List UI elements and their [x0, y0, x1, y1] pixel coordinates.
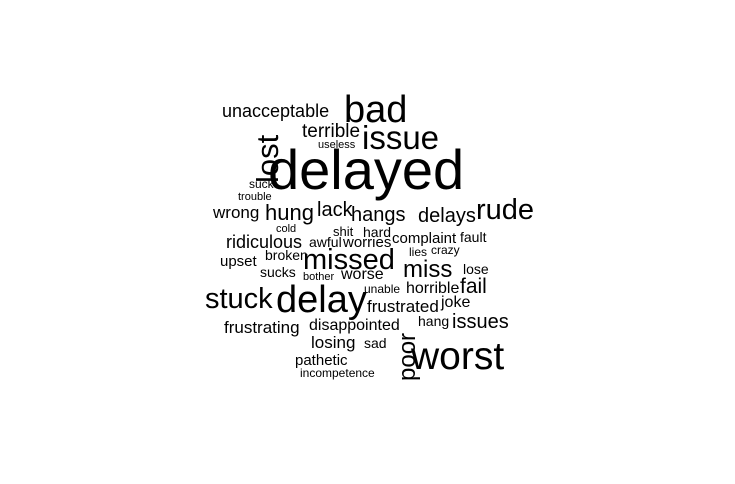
word-frustrating: frustrating	[224, 318, 300, 337]
word-complaint: complaint	[392, 230, 457, 247]
word-hung: hung	[265, 200, 314, 225]
word-hard: hard	[363, 224, 392, 240]
word-terrible: terrible	[302, 121, 361, 142]
word-issues: issues	[452, 311, 509, 333]
word-lies: lies	[409, 245, 428, 259]
word-worse: worse	[341, 266, 384, 283]
word-fault: fault	[460, 229, 487, 245]
word-missed: missed	[303, 244, 395, 276]
word-worst: worst	[411, 335, 505, 378]
word-fail: fail	[460, 275, 487, 298]
word-joke: joke	[441, 294, 471, 311]
word-horrible: horrible	[406, 280, 460, 297]
word-delays: delays	[418, 205, 476, 227]
word-hang: hang	[418, 313, 450, 329]
word-bother: bother	[303, 271, 335, 283]
word-lack: lack	[317, 199, 353, 221]
word-crazy: crazy	[431, 243, 460, 257]
word-disappointed: disappointed	[309, 317, 400, 334]
word-losing: losing	[311, 333, 356, 352]
word-incompetence: incompetence	[300, 366, 375, 380]
word-issue: issue	[362, 119, 440, 156]
word-delayed: delayed	[268, 138, 465, 201]
word-upset: upset	[220, 253, 257, 270]
word-wrong: wrong	[213, 203, 260, 222]
word-miss: miss	[403, 256, 453, 283]
word-sad: sad	[364, 335, 387, 351]
word-suck: suck	[249, 177, 274, 191]
word-pathetic: pathetic	[295, 352, 348, 369]
word-worries: worries	[343, 234, 392, 251]
word-trouble: trouble	[238, 191, 272, 203]
word-bad: bad	[344, 89, 408, 131]
word-ridiculous: ridiculous	[226, 232, 303, 252]
word-sucks: sucks	[260, 264, 296, 280]
word-useless: useless	[318, 139, 356, 151]
word-shit: shit	[333, 224, 354, 239]
word-rude: rude	[476, 194, 535, 226]
word-unable: unable	[364, 282, 401, 296]
word-lost: lost	[250, 134, 285, 183]
word-delay: delay	[276, 279, 367, 321]
word-hangs: hangs	[351, 204, 406, 226]
word-frustrated: frustrated	[367, 297, 439, 316]
word-stuck: stuck	[205, 283, 273, 315]
word-awful: awful	[309, 234, 342, 250]
word-lose: lose	[463, 261, 489, 277]
word-broken: broken	[265, 247, 308, 263]
word-cold: cold	[276, 223, 297, 235]
word-unacceptable: unacceptable	[222, 101, 330, 121]
